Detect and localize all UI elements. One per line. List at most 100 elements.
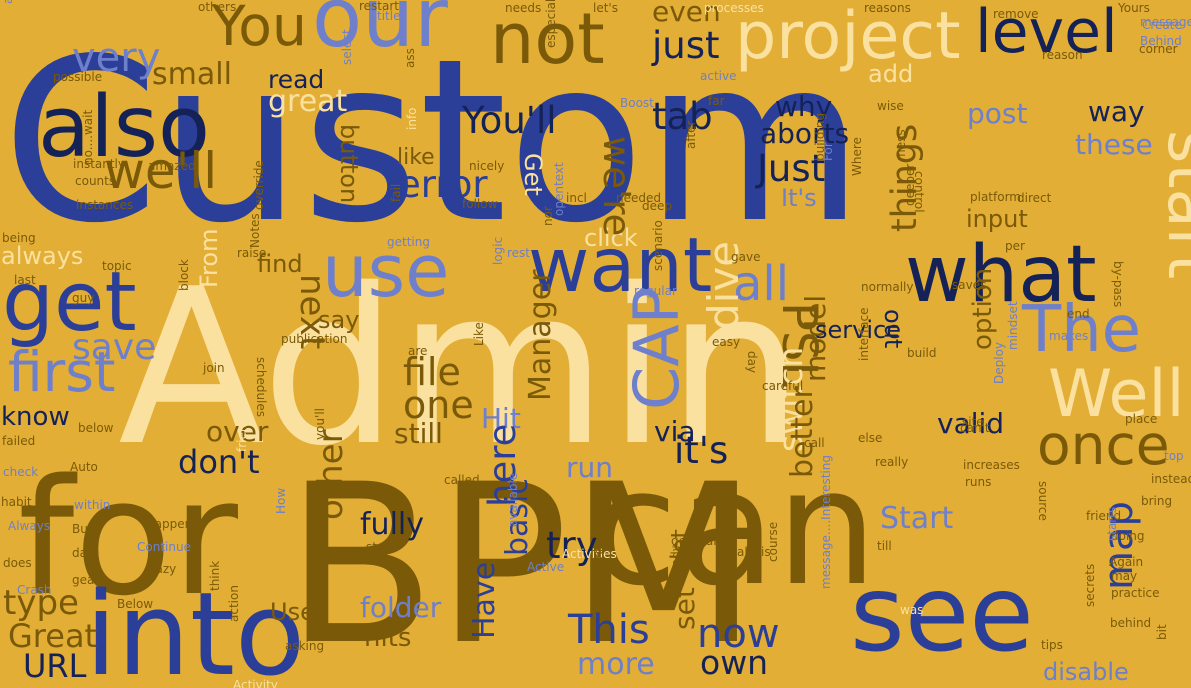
word-aborts: aborts — [760, 117, 850, 150]
word-available: available — [506, 472, 520, 527]
word-within: within — [74, 498, 111, 512]
word-service: service — [815, 316, 901, 344]
word-add: add — [868, 60, 914, 88]
word-the: The — [1022, 293, 1142, 367]
word-really: really — [875, 455, 909, 469]
word-careful: careful — [762, 379, 804, 393]
word-url: URL — [23, 647, 87, 685]
word-raise: raise — [237, 246, 267, 260]
word-interface: interface — [857, 307, 871, 361]
word-this: This — [568, 607, 650, 653]
word-see: see — [850, 553, 1034, 675]
word-get: Get — [519, 153, 547, 196]
word-click: click — [584, 224, 638, 252]
word-know: know — [1, 402, 70, 432]
word-mindset: mindset — [1006, 301, 1020, 350]
word-no-wait: no....wait — [81, 109, 95, 165]
word-day: day — [745, 351, 759, 374]
word-last: last — [14, 273, 36, 287]
word-join: join — [203, 361, 225, 375]
word-else: else — [858, 431, 883, 445]
word-check: check — [3, 465, 39, 479]
word-all: all — [733, 256, 790, 312]
word-cap: CAP — [620, 286, 693, 410]
word-like: Like — [472, 322, 486, 346]
word-nor: nor — [541, 206, 555, 226]
word-logic: logic — [491, 236, 505, 265]
word-how: How — [274, 487, 288, 514]
word-activities: Activities — [562, 547, 617, 561]
word-counts: counts — [75, 174, 116, 188]
word-better: better — [785, 386, 820, 478]
word-project: project — [735, 0, 961, 74]
word-instead: instead — [1151, 472, 1191, 486]
word-set: set — [668, 587, 701, 630]
word-direct: direct — [1017, 191, 1052, 205]
word-crazy: crazy — [144, 562, 177, 576]
word-deploy: Deploy — [992, 341, 1006, 384]
word-always: always — [1, 242, 84, 270]
word-level: level — [975, 0, 1118, 67]
word-manager: Manager — [523, 269, 558, 402]
word-custom: Custom — [2, 11, 864, 273]
word-tab: tab — [652, 95, 713, 138]
word-site: site — [962, 415, 984, 429]
word-needs: needs — [505, 1, 542, 15]
word-possible: possible — [53, 70, 103, 84]
word-don-t: don't — [178, 443, 260, 481]
word-others: others — [198, 0, 237, 14]
word-it-s: It's — [781, 184, 817, 212]
word-fully: fully — [360, 507, 424, 542]
word-activities: activities — [1, 0, 15, 4]
word-friend: friend — [1086, 509, 1122, 523]
word-admin: Admin — [118, 242, 804, 493]
word-it-s: it's — [674, 429, 729, 472]
word-behind: behind — [1110, 616, 1152, 630]
word-active: Active — [527, 560, 565, 574]
word-wise: wise — [877, 99, 904, 113]
word-happens: happens — [147, 517, 199, 531]
word-our: our — [312, 0, 448, 66]
word-increases: increases — [963, 458, 1020, 472]
word-way: way — [1088, 95, 1145, 128]
word-block: block — [177, 259, 191, 291]
word-read: read — [268, 65, 325, 94]
word-reasons: reasons — [864, 1, 911, 15]
word-per: per — [1005, 239, 1025, 253]
word-stuff: stuff — [366, 540, 393, 554]
word-already: already — [669, 544, 683, 589]
word-scenario: scenario — [651, 220, 665, 271]
word-analysis: analysis — [722, 545, 771, 559]
word-again: Again — [1109, 555, 1144, 569]
word-bring: bring — [1141, 494, 1173, 508]
word-select: select — [340, 29, 354, 65]
word-saves: saves — [952, 278, 987, 292]
word-crash: Crash — [17, 583, 52, 597]
word-try: try — [546, 524, 598, 567]
word-follow: follow — [462, 197, 498, 211]
word-hit: Hit — [481, 402, 521, 435]
word-regular: regular — [634, 284, 677, 298]
word-from: From — [195, 228, 223, 288]
word-restart: restart — [359, 0, 400, 13]
word-we-ll: we'll — [104, 142, 218, 200]
word-processes: processes — [704, 1, 764, 15]
word-other: other — [311, 429, 351, 520]
word-you-ll: You'll — [462, 99, 557, 142]
word-failed: failed — [2, 434, 36, 448]
word-even: even — [652, 0, 721, 28]
word-find: find — [257, 250, 303, 278]
word-yours: Yours — [1118, 1, 1150, 15]
word-instantly: instantly — [73, 157, 125, 171]
word-nicely: nicely — [469, 159, 505, 173]
word-also: also — [38, 78, 210, 177]
word-for: For — [821, 142, 835, 161]
word-incl: incl — [566, 191, 587, 205]
word-date: date — [72, 546, 100, 560]
word-use: use — [322, 229, 450, 313]
word-hits: hits — [364, 623, 412, 653]
word-does: does — [3, 556, 32, 570]
word-these: these — [1075, 128, 1153, 161]
word-top: top — [1164, 449, 1184, 463]
word-info: info — [405, 107, 419, 130]
